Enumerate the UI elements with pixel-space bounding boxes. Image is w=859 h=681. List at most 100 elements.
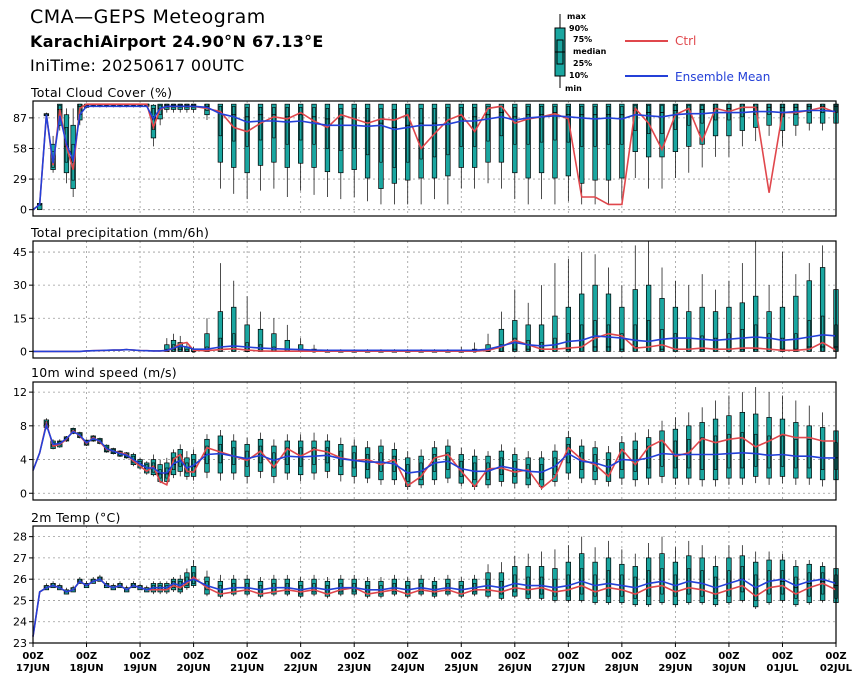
box-inner bbox=[486, 105, 490, 142]
wind-box bbox=[726, 395, 732, 485]
x-tick-label-hour: 00Z bbox=[558, 651, 579, 662]
precip-panel-title: Total precipitation (mm/6h) bbox=[30, 225, 209, 240]
cloud-box bbox=[231, 103, 237, 194]
temp-box bbox=[190, 560, 197, 588]
wind-box bbox=[498, 444, 505, 487]
wind-box bbox=[779, 395, 786, 484]
wind-box bbox=[298, 434, 304, 482]
box-inner bbox=[673, 333, 677, 352]
precip-box bbox=[672, 280, 679, 352]
precip-mean-line bbox=[33, 333, 837, 353]
temp-box bbox=[632, 553, 638, 607]
cloud-box bbox=[619, 103, 625, 202]
box-inner bbox=[807, 572, 811, 597]
box-inner bbox=[245, 107, 249, 147]
x-tick-label-date: 29JUN bbox=[658, 663, 692, 674]
x-tick-label-hour: 00Z bbox=[344, 651, 365, 662]
box-inner bbox=[473, 107, 477, 147]
x-tick-label-hour: 00Z bbox=[290, 651, 311, 662]
cloud-box bbox=[645, 103, 652, 189]
cloud-box bbox=[766, 103, 772, 136]
wind-y-tick-label: 8 bbox=[20, 420, 27, 433]
temp-box bbox=[324, 577, 331, 599]
x-tick-label-date: 20JUN bbox=[177, 663, 211, 674]
precip-y-tick-label: 45 bbox=[13, 246, 27, 259]
temp-box bbox=[378, 577, 384, 599]
wind-box bbox=[766, 392, 772, 485]
precip-box bbox=[645, 241, 652, 352]
precip-box bbox=[271, 318, 277, 352]
wind-frame bbox=[32, 381, 837, 501]
cloud-box bbox=[458, 103, 464, 189]
box-inner bbox=[767, 435, 771, 469]
x-tick-label-date: 24JUN bbox=[391, 663, 425, 674]
chart-title: CMA—GEPS Meteogram bbox=[30, 6, 266, 28]
wind-y-tick-label: 4 bbox=[20, 454, 27, 467]
box-inner bbox=[285, 107, 289, 145]
legend-p25: 25% bbox=[573, 59, 592, 68]
box-inner bbox=[620, 333, 624, 352]
box-inner bbox=[740, 329, 744, 352]
box-inner bbox=[754, 324, 758, 352]
box-inner bbox=[593, 105, 597, 147]
box-inner bbox=[232, 333, 236, 352]
precip-box bbox=[244, 296, 250, 352]
x-tick-label-hour: 00Z bbox=[772, 651, 793, 662]
wind-box bbox=[712, 400, 719, 487]
x-tick-label-hour: 00Z bbox=[397, 651, 418, 662]
box-inner bbox=[392, 109, 396, 168]
box-inner bbox=[459, 107, 463, 147]
box-inner bbox=[807, 439, 811, 469]
cloud-box bbox=[190, 103, 197, 113]
x-tick-label-date: 01JUL bbox=[766, 663, 799, 674]
box-inner bbox=[740, 432, 744, 469]
precip-box bbox=[766, 285, 772, 352]
box-inner bbox=[700, 437, 704, 470]
box-inner bbox=[700, 335, 704, 352]
x-tick-label-date: 02JUL bbox=[820, 663, 853, 674]
temp-box bbox=[819, 562, 826, 603]
precip-box bbox=[552, 263, 558, 352]
temp-box bbox=[565, 545, 571, 603]
temp-box bbox=[659, 536, 665, 605]
cloud-box bbox=[739, 103, 745, 147]
cloud-box bbox=[552, 103, 558, 205]
precip-box bbox=[284, 324, 290, 352]
cloud-box bbox=[364, 103, 371, 202]
precip-box bbox=[538, 285, 545, 352]
precip-box bbox=[498, 311, 505, 352]
box-inner bbox=[713, 435, 718, 470]
cloud-box bbox=[659, 103, 665, 189]
box-inner bbox=[312, 107, 316, 145]
box-inner bbox=[446, 107, 450, 156]
box-inner bbox=[513, 337, 517, 352]
cloud-mean-line bbox=[32, 105, 837, 211]
temp-box bbox=[538, 551, 545, 601]
cloud-box bbox=[431, 103, 438, 200]
precip-box bbox=[204, 318, 210, 352]
temp-box bbox=[645, 543, 652, 607]
wind-y-tick-label: 0 bbox=[20, 487, 27, 500]
temp-box bbox=[525, 553, 531, 601]
wind-box bbox=[819, 412, 826, 487]
precip-box bbox=[605, 267, 612, 352]
temp-y-tick-label: 24 bbox=[13, 616, 27, 629]
temp-box bbox=[364, 577, 371, 599]
x-tick-label-date: 23JUN bbox=[337, 663, 371, 674]
temp-box bbox=[338, 574, 344, 597]
cloud-box bbox=[405, 103, 411, 205]
temp-box bbox=[793, 560, 799, 607]
box-inner bbox=[513, 107, 517, 145]
x-tick-label-date: 19JUN bbox=[123, 663, 157, 674]
precip-box bbox=[565, 258, 571, 352]
x-tick-label-hour: 00Z bbox=[129, 651, 150, 662]
box-inner bbox=[660, 104, 664, 135]
temp-box bbox=[672, 547, 679, 607]
box-inner bbox=[647, 104, 651, 135]
temp-panel-title: 2m Temp (°C) bbox=[31, 510, 121, 525]
box-inner bbox=[606, 324, 611, 352]
cloud-box bbox=[793, 103, 799, 136]
precip-box bbox=[619, 285, 625, 352]
legend-max: max bbox=[567, 12, 587, 21]
